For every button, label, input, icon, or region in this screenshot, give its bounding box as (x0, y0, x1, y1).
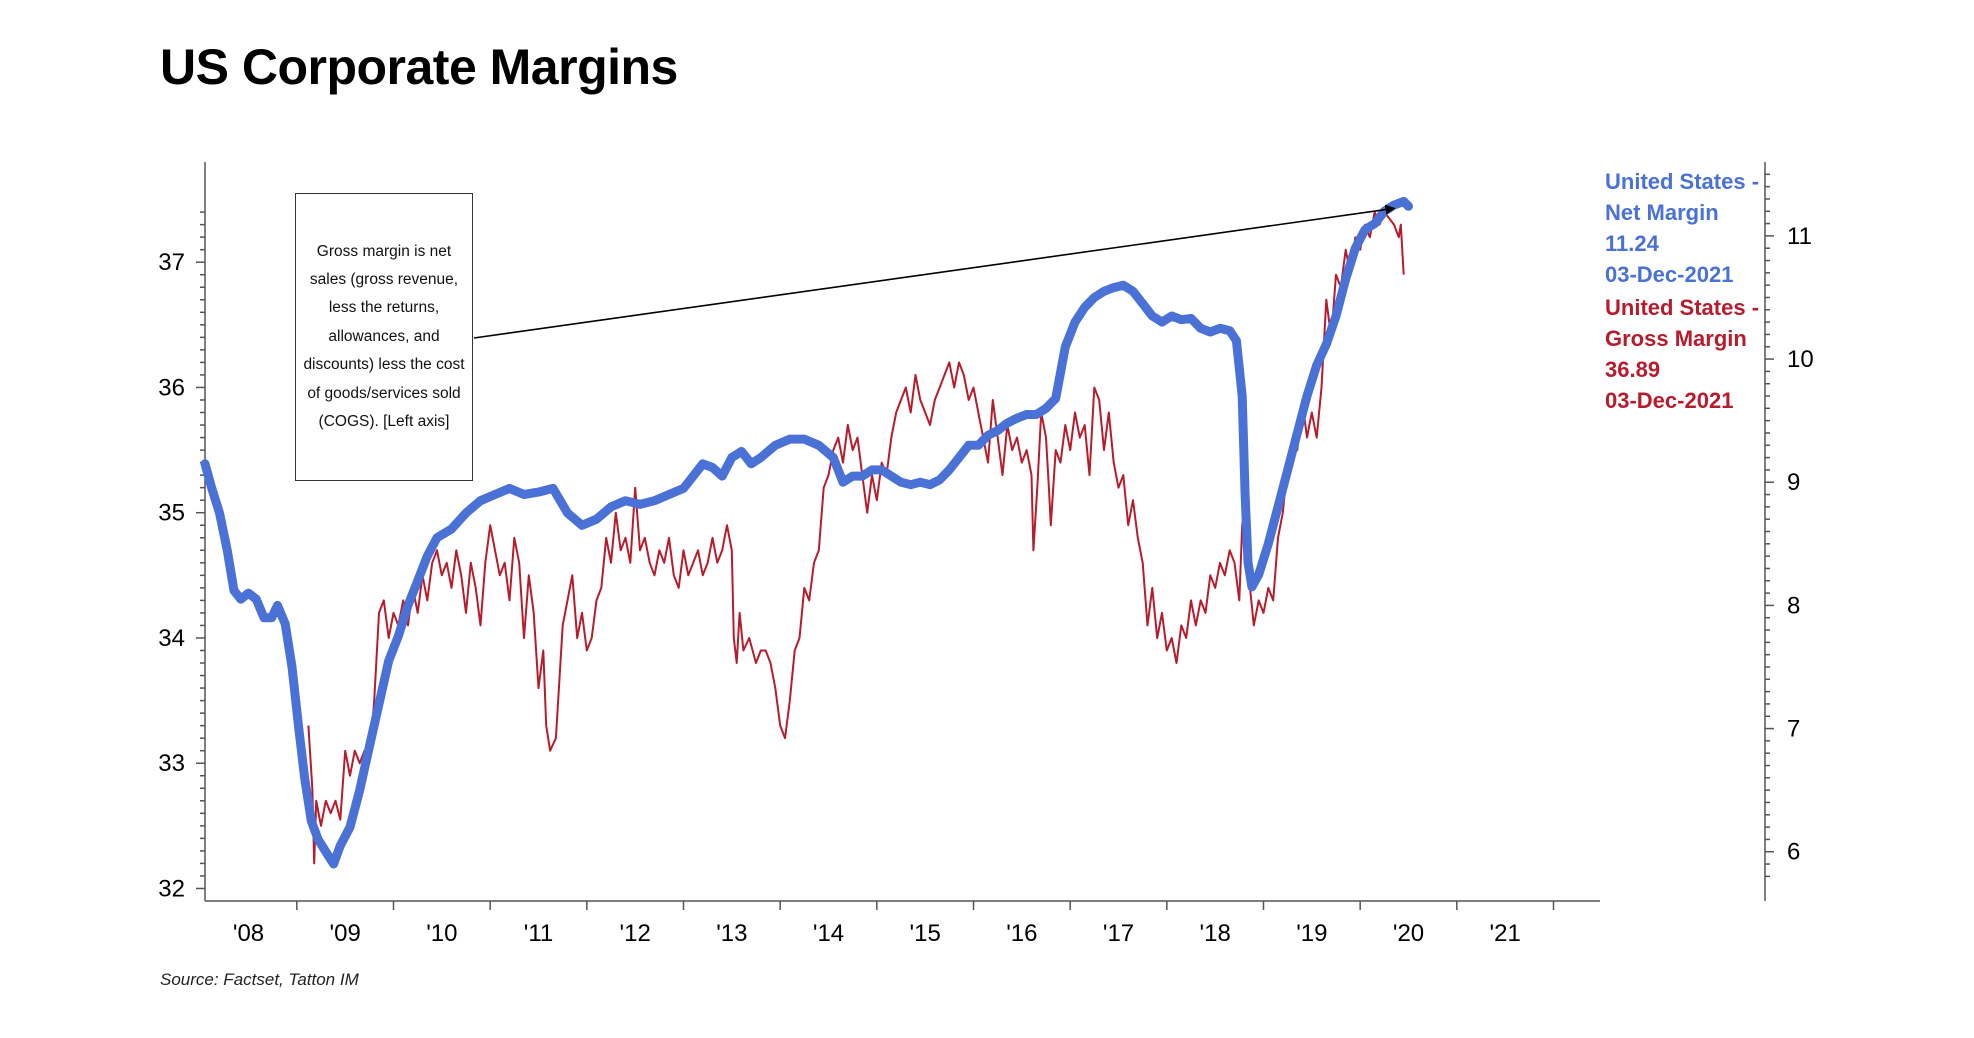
annotation-box: Gross margin is net sales (gross revenue… (295, 193, 473, 481)
x-tick-label: '10 (426, 920, 457, 947)
chart-title: US Corporate Margins (160, 39, 678, 95)
x-tick-label: '17 (1103, 920, 1134, 947)
x-tick-label: '13 (716, 920, 747, 947)
left-y-tick-label: 32 (158, 875, 185, 902)
left-y-tick-label: 34 (158, 625, 185, 652)
annotation-arrow-group (473, 204, 1396, 339)
legend-net-value: 11.24 (1605, 231, 1659, 256)
annotation-arrow (473, 204, 1396, 339)
net-margin-line (200, 196, 1413, 869)
chart-axes: 32 33 34 35 36 37 6 7 8 9 10 11 '08 '09 '10 '11 '12 '13 '1… (158, 162, 1814, 947)
x-tick-label: '09 (330, 920, 361, 947)
legend-gross-date: 03-Dec-2021 (1605, 388, 1734, 413)
right-y-tick-label: 6 (1787, 839, 1800, 866)
x-tick-label: '14 (813, 920, 844, 947)
x-tick-label: '21 (1490, 920, 1521, 947)
legend-gross-line1: United States - (1605, 295, 1760, 320)
right-y-tick-label: 8 (1787, 592, 1800, 619)
x-tick-label: '08 (233, 920, 264, 947)
x-tick-label: '20 (1393, 920, 1424, 947)
x-tick-label: '11 (524, 920, 554, 947)
net-margin-series (200, 196, 1413, 869)
legend-net-line2: Net Margin (1605, 200, 1719, 225)
gross-margin-line (307, 211, 1405, 865)
left-y-tick-label: 37 (158, 249, 185, 276)
right-y-tick-label: 10 (1787, 346, 1814, 373)
right-y-tick-label: 7 (1787, 716, 1800, 743)
legend-gross-line2: Gross Margin (1605, 326, 1747, 351)
x-tick-label: '12 (620, 920, 651, 947)
right-y-tick-label: 11 (1787, 223, 1812, 250)
left-y-tick-label: 33 (158, 750, 185, 777)
legend-net-line1: United States - (1605, 169, 1760, 194)
legend-gross-value: 36.89 (1605, 357, 1661, 382)
legend-net-margin: United States - Net Margin 11.24 03-Dec-… (1605, 166, 1759, 290)
right-y-tick-label: 9 (1787, 469, 1800, 496)
left-y-tick-label: 36 (158, 374, 185, 401)
legend-net-date: 03-Dec-2021 (1605, 262, 1734, 287)
source-note: Source: Factset, Tatton IM (160, 970, 359, 989)
x-tick-label: '16 (1006, 920, 1037, 947)
legend-gross-margin: United States - Gross Margin 36.89 03-De… (1605, 292, 1759, 416)
left-y-tick-label: 35 (158, 500, 185, 527)
x-tick-label: '18 (1200, 920, 1231, 947)
x-tick-label: '19 (1296, 920, 1327, 947)
gross-margin-series (307, 211, 1405, 865)
annotation-text: Gross margin is net sales (gross revenue… (303, 242, 465, 431)
x-tick-label: '15 (910, 920, 941, 947)
